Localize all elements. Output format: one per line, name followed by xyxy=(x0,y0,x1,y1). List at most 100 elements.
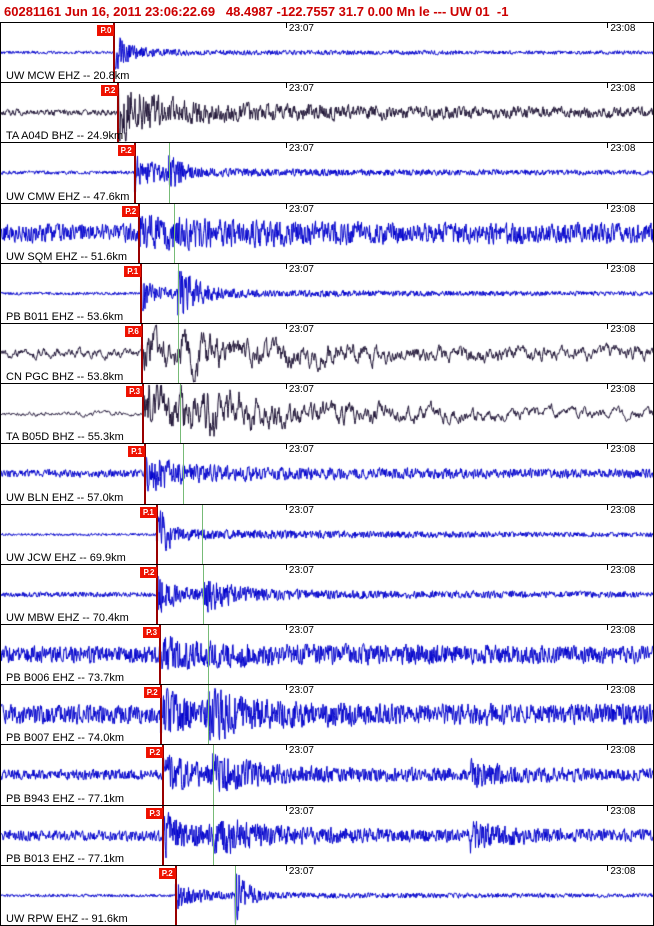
time-tick-1 xyxy=(285,685,287,691)
time-tick-1 xyxy=(285,203,287,209)
s-arrival-line xyxy=(208,685,210,745)
p-pick-flag[interactable]: P.2 xyxy=(158,867,176,879)
waveform-canvas[interactable] xyxy=(1,143,653,203)
p-pick-line[interactable] xyxy=(140,324,143,384)
waveform-canvas[interactable] xyxy=(1,745,653,805)
s-arrival-line xyxy=(177,324,179,384)
p-pick-line[interactable] xyxy=(138,203,141,263)
p-pick-flag[interactable]: P.1 xyxy=(128,446,146,458)
trace-panel-8[interactable]: P.1 23:07 23:08 UW BLN EHZ -- 57.0km xyxy=(0,443,654,504)
trace-panel-1[interactable]: P.0 23:07 23:08 UW MCW EHZ -- 20.8km xyxy=(0,22,654,83)
time-label-2: 23:08 xyxy=(610,564,636,576)
time-label-2: 23:08 xyxy=(610,625,636,637)
trace-panel-7[interactable]: P.3 23:07 23:08 TA B05D BHZ -- 55.3km xyxy=(0,383,654,444)
p-pick-flag[interactable]: P.2 xyxy=(143,687,161,699)
time-tick-2 xyxy=(607,324,609,330)
time-label-2: 23:08 xyxy=(610,865,636,877)
s-arrival-line xyxy=(168,143,170,203)
p-pick-flag[interactable]: P.2 xyxy=(122,205,140,217)
station-label: UW CMW EHZ -- 47.6km xyxy=(6,190,130,203)
time-label-2: 23:08 xyxy=(610,263,636,275)
trace-panel-5[interactable]: P.1 23:07 23:08 PB B011 EHZ -- 53.6km xyxy=(0,262,654,324)
s-arrival-line xyxy=(180,384,182,444)
waveform-canvas[interactable] xyxy=(1,444,653,504)
trace-panel-14[interactable]: P.3 23:07 23:08 PB B013 EHZ -- 77.1km xyxy=(0,804,654,865)
s-arrival-line xyxy=(203,564,205,625)
time-label-1: 23:07 xyxy=(288,504,314,516)
trace-panel-12[interactable]: P.2 23:07 23:08 PB B007 EHZ -- 74.0km xyxy=(0,684,654,745)
station-label: UW SQM EHZ -- 51.6km xyxy=(6,250,128,263)
p-pick-flag[interactable]: P.2 xyxy=(146,747,164,759)
time-tick-2 xyxy=(607,203,609,209)
p-pick-line[interactable] xyxy=(174,865,177,926)
time-tick-2 xyxy=(607,263,609,269)
station-label: TA A04D BHZ -- 24.9km xyxy=(6,130,124,143)
p-pick-flag[interactable]: P.3 xyxy=(143,627,161,639)
time-tick-2 xyxy=(607,745,609,751)
waveform-canvas[interactable] xyxy=(1,685,653,745)
trace-panel-4[interactable]: P.2 23:07 23:08 UW SQM EHZ -- 51.6km xyxy=(0,202,654,263)
time-tick-1 xyxy=(285,625,287,631)
event-summary-text: 60281161 Jun 16, 2011 23:06:22.69 48.498… xyxy=(4,3,509,19)
waveform-canvas[interactable] xyxy=(1,564,653,624)
time-label-1: 23:07 xyxy=(288,444,314,456)
station-label: PB B013 EHZ -- 77.1km xyxy=(6,852,124,865)
station-label: PB B943 EHZ -- 77.1km xyxy=(6,792,124,805)
waveform-canvas[interactable] xyxy=(1,625,653,685)
p-pick-flag[interactable]: P.2 xyxy=(117,145,135,157)
time-tick-2 xyxy=(607,625,609,631)
p-pick-flag[interactable]: P.2 xyxy=(140,566,158,578)
time-tick-2 xyxy=(607,83,609,89)
trace-panel-6[interactable]: P.6 23:07 23:08 CN PGC BHZ -- 53.8km xyxy=(0,323,654,384)
time-label-2: 23:08 xyxy=(610,685,636,697)
p-pick-flag[interactable]: P.2 xyxy=(101,85,119,97)
p-pick-line[interactable] xyxy=(162,745,165,805)
waveform-canvas[interactable] xyxy=(1,263,653,323)
p-pick-line[interactable] xyxy=(155,504,158,564)
trace-panel-2[interactable]: P.2 23:07 23:08 TA A04D BHZ -- 24.9km xyxy=(0,82,654,143)
p-pick-line[interactable] xyxy=(159,625,162,685)
p-pick-flag[interactable]: P.0 xyxy=(97,25,115,36)
p-pick-flag[interactable]: P.6 xyxy=(124,326,142,338)
waveform-canvas[interactable] xyxy=(1,865,653,925)
station-label: TA B05D BHZ -- 55.3km xyxy=(6,431,124,444)
time-label-2: 23:08 xyxy=(610,444,636,456)
p-pick-line[interactable] xyxy=(159,685,162,745)
time-label-2: 23:08 xyxy=(610,143,636,155)
p-pick-flag[interactable]: P.1 xyxy=(124,265,142,277)
time-label-1: 23:07 xyxy=(288,263,314,275)
time-tick-1 xyxy=(285,263,287,269)
trace-panel-3[interactable]: P.2 23:07 23:08 UW CMW EHZ -- 47.6km xyxy=(0,142,654,203)
station-label: UW RPW EHZ -- 91.6km xyxy=(6,913,128,926)
s-arrival-line xyxy=(174,203,176,263)
p-pick-flag[interactable]: P.3 xyxy=(146,807,164,819)
time-tick-2 xyxy=(607,865,609,871)
trace-panel-15[interactable]: P.2 23:07 23:08 UW RPW EHZ -- 91.6km xyxy=(0,864,654,926)
p-pick-line[interactable] xyxy=(113,23,116,83)
trace-panel-11[interactable]: P.3 23:07 23:08 PB B006 EHZ -- 73.7km xyxy=(0,624,654,685)
waveform-canvas[interactable] xyxy=(1,203,653,263)
station-label: PB B006 EHZ -- 73.7km xyxy=(6,672,124,685)
station-label: CN PGC BHZ -- 53.8km xyxy=(6,371,124,384)
waveform-canvas[interactable] xyxy=(1,504,653,564)
p-pick-line[interactable] xyxy=(142,384,145,444)
time-tick-2 xyxy=(607,805,609,811)
p-pick-line[interactable] xyxy=(140,263,143,324)
p-pick-line[interactable] xyxy=(156,564,159,625)
time-label-1: 23:07 xyxy=(288,625,314,637)
p-pick-line[interactable] xyxy=(162,805,165,865)
time-tick-2 xyxy=(607,504,609,510)
station-label: UW BLN EHZ -- 57.0km xyxy=(6,491,124,504)
trace-panel-10[interactable]: P.2 23:07 23:08 UW MBW EHZ -- 70.4km xyxy=(0,563,654,625)
trace-panel-9[interactable]: P.1 23:07 23:08 UW JCW EHZ -- 69.9km xyxy=(0,503,654,564)
trace-panel-13[interactable]: P.2 23:07 23:08 PB B943 EHZ -- 77.1km xyxy=(0,744,654,805)
p-pick-line[interactable] xyxy=(133,143,136,203)
waveform-canvas[interactable] xyxy=(1,805,653,865)
waveform-canvas[interactable] xyxy=(1,384,653,444)
p-pick-line[interactable] xyxy=(117,83,120,143)
waveform-canvas[interactable] xyxy=(1,324,653,384)
p-pick-line[interactable] xyxy=(144,444,147,504)
p-pick-flag[interactable]: P.3 xyxy=(126,386,144,398)
p-pick-flag[interactable]: P.1 xyxy=(139,506,157,518)
